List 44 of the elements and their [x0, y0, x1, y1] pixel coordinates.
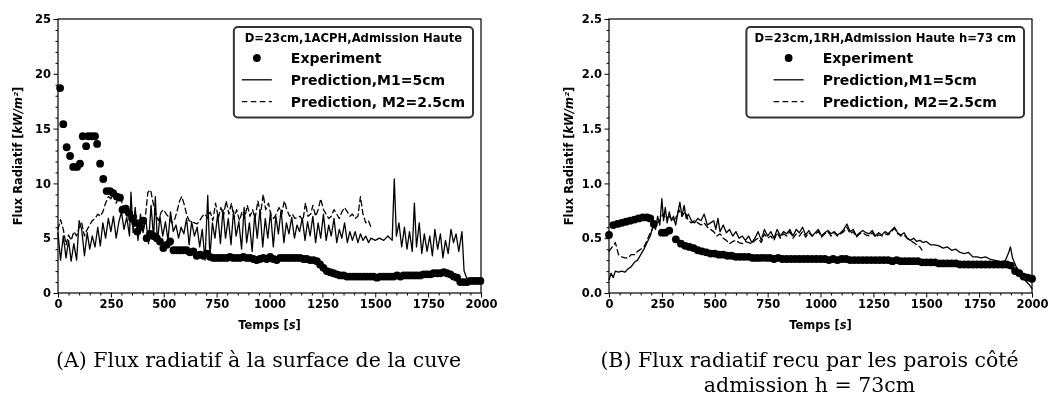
y-tick-label: 20 — [34, 66, 51, 81]
legend-label: Prediction,M1=5cm — [822, 71, 977, 88]
y-tick-label: 15 — [34, 121, 51, 136]
legend-label: Prediction, M2=2.5cm — [822, 93, 997, 110]
legend-label: Prediction, M2=2.5cm — [290, 93, 465, 110]
y-tick-label: 0.0 — [581, 286, 602, 301]
y-tick-label: 2.0 — [581, 66, 602, 81]
x-tick-label: 1000 — [253, 297, 287, 312]
x-tick-label: 750 — [205, 297, 230, 312]
x-tick-label: 1500 — [359, 297, 392, 312]
y-tick-label: 10 — [34, 176, 51, 191]
y-tick-label: 1.0 — [581, 176, 602, 191]
legend-label: Experiment — [822, 50, 914, 66]
legend-title: D=23cm,1ACPH,Admission Haute — [244, 31, 463, 45]
y-axis-title: Flux Radiatif [kW/m²] — [562, 86, 576, 226]
text: (B) Flux radiatif recu par les parois côté admission h = 73cm — [600, 348, 1019, 397]
x-tick-label: 0 — [605, 297, 614, 312]
x-tick-label: 1500 — [910, 297, 943, 312]
x-tick-label: 2000 — [465, 297, 498, 312]
y-tick-label: 0.5 — [581, 231, 602, 246]
legend-title: D=23cm,1RH,Admission Haute h=73 cm — [754, 31, 1016, 45]
x-tick-label: 0 — [54, 297, 63, 312]
x-axis-title: Temps [s] — [238, 318, 301, 332]
y-tick-label: 0 — [42, 286, 51, 301]
x-tick-label: 1000 — [804, 297, 838, 312]
legend-label: Prediction,M1=5cm — [290, 71, 446, 88]
y-tick-label: 2.5 — [581, 12, 602, 27]
x-tick-label: 1750 — [963, 297, 996, 312]
x-tick-label: 2000 — [1016, 297, 1049, 312]
text: (A) Flux radiatif à la surface de la cuve — [55, 348, 462, 372]
x-tick-label: 500 — [703, 297, 728, 312]
y-tick-label: 5 — [42, 231, 51, 246]
x-tick-label: 500 — [152, 297, 177, 312]
x-tick-label: 1250 — [306, 297, 339, 312]
x-tick-label: 1250 — [857, 297, 890, 312]
x-tick-label: 750 — [756, 297, 781, 312]
x-tick-label: 1750 — [412, 297, 445, 312]
y-tick-label: 25 — [34, 12, 51, 27]
x-axis-title: Temps [s] — [789, 318, 852, 332]
legend-label: Experiment — [290, 50, 382, 66]
x-tick-label: 250 — [99, 297, 124, 312]
y-tick-label: 1.5 — [581, 121, 602, 136]
y-axis-title: Flux Radiatif [kW/m²] — [11, 86, 25, 226]
x-tick-label: 250 — [650, 297, 675, 312]
